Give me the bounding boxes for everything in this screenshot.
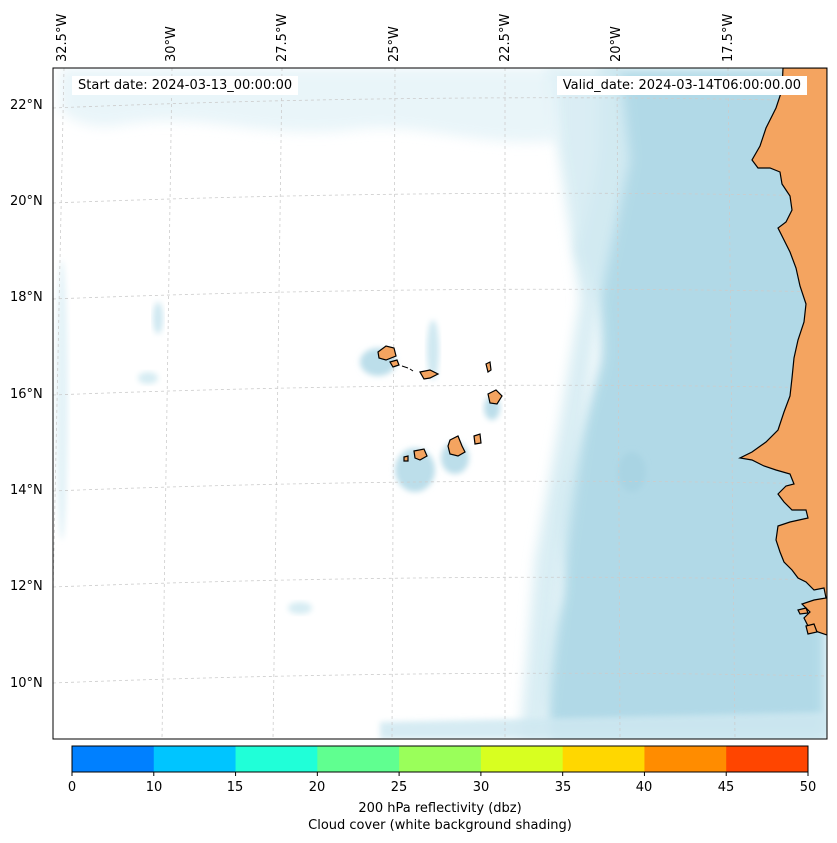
- valid-date-label: Valid_date: 2024-03-14T06:00:00.00: [556, 76, 807, 95]
- colorbar-frame: [71, 745, 809, 773]
- start-date-label: Start date: 2024-03-13_00:00:00: [72, 76, 299, 95]
- island-brava: [403, 455, 409, 462]
- longitude-label: 30°W: [164, 26, 179, 62]
- longitude-label: 20°W: [609, 26, 624, 62]
- cloud-patch: [153, 302, 163, 334]
- meridian-line: [272, 68, 283, 739]
- longitude-label: 17.5°W: [721, 13, 736, 62]
- longitude-label: 25°W: [387, 26, 402, 62]
- colorbar-tick-label: 10: [145, 780, 163, 795]
- bijagos-island: [797, 607, 809, 615]
- colorbar-tick-label: 45: [717, 780, 735, 795]
- cloud-patch: [56, 260, 68, 540]
- island-maio: [473, 433, 482, 445]
- cloud-patch: [138, 372, 158, 384]
- colorbar-tick-label: 35: [554, 780, 572, 795]
- latitude-label: 22°N: [10, 98, 43, 113]
- cloud-haze-east: [520, 68, 630, 739]
- colorbar-sublabel: Cloud cover (white background shading): [308, 818, 572, 833]
- meridian-line: [616, 68, 621, 739]
- colorbar-ticks: [71, 772, 809, 776]
- bijagos-island: [805, 623, 818, 635]
- cloud-patch: [427, 320, 439, 380]
- latitude-label: 10°N: [10, 676, 43, 691]
- coastline-detail: [401, 365, 414, 372]
- meridian-line: [391, 68, 396, 739]
- colorbar-cell: [644, 746, 727, 772]
- colorbar-label: 200 hPa reflectivity (dbz): [358, 801, 522, 816]
- colorbar-cell: [562, 746, 645, 772]
- parallel-line: [53, 576, 827, 588]
- colorbar-cell: [726, 746, 809, 772]
- colorbar-cell: [399, 746, 482, 772]
- colorbar-tick-label: 25: [390, 780, 408, 795]
- colorbar-tick-label: 0: [67, 780, 77, 795]
- colorbar-tick-label: 40: [635, 780, 653, 795]
- latitude-label: 12°N: [10, 579, 43, 594]
- island-santiago: [447, 435, 466, 457]
- cloud-band-east: [544, 68, 827, 739]
- colorbar-tick-label: 20: [308, 780, 326, 795]
- cloud-cover-layer: [56, 68, 827, 739]
- longitude-label: 22.5°W: [498, 13, 513, 62]
- latitude-label: 20°N: [10, 194, 43, 209]
- colorbar-cell: [480, 746, 564, 772]
- island-boa-vista: [487, 389, 503, 405]
- west-africa-coast: [738, 68, 827, 636]
- island-sao-nicolau: [419, 369, 440, 380]
- graticule: [53, 68, 827, 739]
- colorbar-tick-label: 30: [472, 780, 490, 795]
- colorbar-cell: [72, 746, 155, 772]
- parallel-line: [53, 672, 827, 684]
- island-santo-antao: [377, 345, 397, 361]
- parallel-line: [53, 288, 827, 300]
- cloud-patch: [618, 452, 646, 492]
- land-layer: [377, 68, 827, 636]
- cloud-patch: [288, 602, 312, 614]
- island-sal: [485, 361, 492, 373]
- latitude-label: 14°N: [10, 483, 43, 498]
- island-sao-vicente: [389, 359, 400, 368]
- latitude-label: 16°N: [10, 387, 43, 402]
- colorbar-cell: [235, 746, 318, 772]
- island-fogo: [413, 448, 428, 461]
- cloud-strip-south: [380, 712, 827, 739]
- map-frame: [52, 67, 828, 740]
- colorbar-cell: [317, 746, 400, 772]
- parallel-line: [53, 97, 827, 109]
- parallel-line: [53, 384, 827, 396]
- parallel-line: [53, 192, 827, 204]
- colorbar-cell: [153, 746, 237, 772]
- longitude-label: 32.5°W: [55, 13, 70, 62]
- longitude-label: 27.5°W: [275, 13, 290, 62]
- parallel-line: [53, 480, 827, 492]
- colorbar: [72, 746, 809, 772]
- latitude-label: 18°N: [10, 290, 43, 305]
- colorbar-tick-label: 15: [226, 780, 244, 795]
- meridian-line: [727, 68, 736, 739]
- colorbar-tick-label: 50: [799, 780, 817, 795]
- meridian-line: [161, 68, 173, 739]
